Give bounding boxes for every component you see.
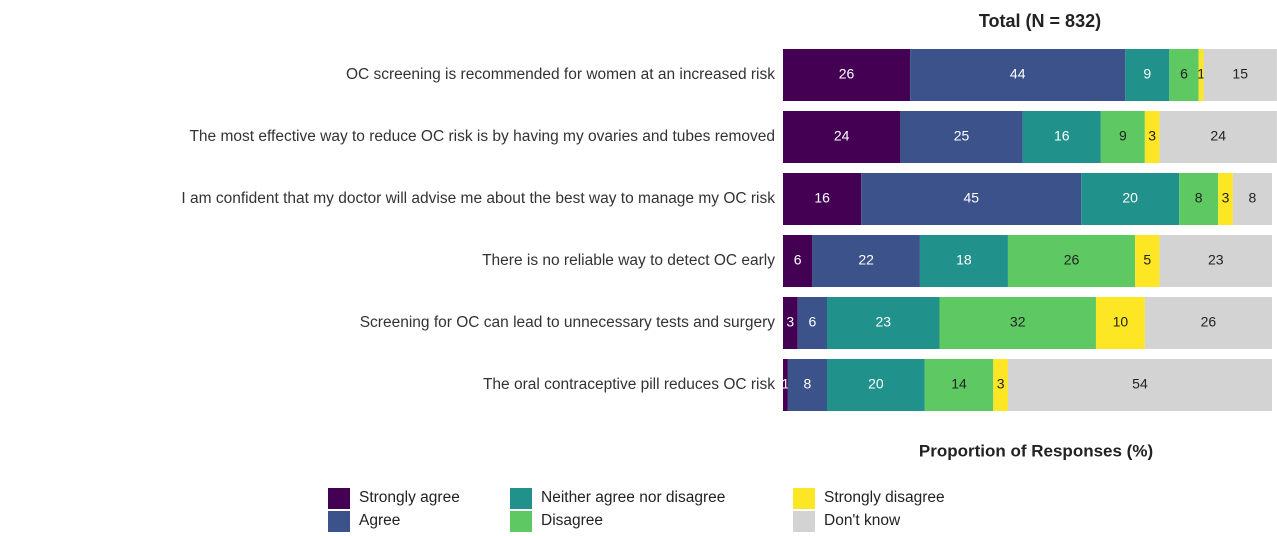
- data-label: 8: [1249, 190, 1257, 206]
- data-label: 26: [1201, 314, 1217, 330]
- bar-segment: [1135, 235, 1160, 287]
- data-label: 24: [834, 128, 850, 144]
- bar-segment: [812, 235, 920, 287]
- data-label: 20: [868, 376, 884, 392]
- legend-swatch: [510, 511, 532, 532]
- bar-segment: [1081, 173, 1180, 225]
- data-label: 8: [1195, 190, 1203, 206]
- data-label: 9: [1143, 66, 1151, 82]
- legend-label: Disagree: [541, 512, 603, 529]
- bar-segment: [783, 173, 862, 225]
- bar-segment: [900, 111, 1023, 163]
- bar-segment: [1095, 297, 1145, 349]
- legend-label: Strongly agree: [359, 489, 460, 506]
- data-label: 3: [997, 376, 1005, 392]
- data-label: 32: [1010, 314, 1026, 330]
- data-label: 14: [951, 376, 967, 392]
- data-label: 3: [786, 314, 794, 330]
- bar-segment: [1100, 111, 1145, 163]
- data-label: 6: [808, 314, 816, 330]
- legend-swatch: [328, 488, 350, 509]
- data-label: 1: [1197, 66, 1205, 82]
- bar-segment: [1007, 359, 1272, 411]
- data-label: 26: [839, 66, 855, 82]
- legend-swatch: [793, 488, 815, 509]
- bar-segment: [1179, 173, 1219, 225]
- data-label: 3: [1222, 190, 1230, 206]
- bar-segment: [1203, 49, 1277, 101]
- bar-segment: [783, 49, 911, 101]
- bar-segment: [910, 49, 1126, 101]
- bar-segment: [783, 111, 901, 163]
- data-label: 8: [804, 376, 812, 392]
- legend-label: Strongly disagree: [824, 489, 945, 506]
- legend-label: Neither agree nor disagree: [541, 489, 725, 506]
- category-label: OC screening is recommended for women at…: [346, 66, 775, 83]
- data-label: 24: [1210, 128, 1226, 144]
- legend-label: Don't know: [824, 512, 901, 529]
- data-label: 23: [1208, 252, 1224, 268]
- x-axis-label: Proportion of Responses (%): [919, 441, 1153, 460]
- data-label: 16: [1054, 128, 1070, 144]
- bar-segment: [1169, 49, 1199, 101]
- bar-segment: [993, 359, 1008, 411]
- data-label: 44: [1010, 66, 1026, 82]
- bar-segment: [1218, 173, 1233, 225]
- data-label: 26: [1064, 252, 1080, 268]
- category-label: I am confident that my doctor will advis…: [181, 190, 775, 207]
- data-label: 54: [1132, 376, 1148, 392]
- chart-title: Total (N = 832): [979, 11, 1101, 31]
- data-label: 6: [794, 252, 802, 268]
- data-label: 15: [1232, 66, 1248, 82]
- bar-segment: [919, 235, 1008, 287]
- category-label: The most effective way to reduce OC risk…: [189, 128, 775, 145]
- category-label: The oral contraceptive pill reduces OC r…: [483, 376, 775, 393]
- data-label: 16: [814, 190, 830, 206]
- data-label: 45: [963, 190, 979, 206]
- legend-swatch: [510, 488, 532, 509]
- bar-segment: [1144, 111, 1160, 163]
- bar-segment: [861, 173, 1082, 225]
- data-label: 1: [782, 376, 790, 392]
- data-label: 23: [875, 314, 891, 330]
- data-label: 6: [1180, 66, 1188, 82]
- bar-segment: [797, 297, 828, 349]
- category-label: Screening for OC can lead to unnecessary…: [360, 314, 776, 331]
- bar-segment: [787, 359, 828, 411]
- data-label: 10: [1113, 314, 1129, 330]
- bar-segment: [1144, 297, 1272, 349]
- bar-segment: [1159, 111, 1277, 163]
- legend-label: Agree: [359, 512, 400, 529]
- bar-segment: [783, 297, 798, 349]
- data-label: 20: [1122, 190, 1138, 206]
- legend-swatch: [328, 511, 350, 532]
- data-label: 22: [858, 252, 874, 268]
- bar-segment: [827, 359, 925, 411]
- data-label: 9: [1119, 128, 1127, 144]
- bar-segment: [1022, 111, 1101, 163]
- bar-segment: [939, 297, 1096, 349]
- data-label: 3: [1148, 128, 1156, 144]
- bar-segment: [1198, 49, 1204, 101]
- data-label: 25: [954, 128, 970, 144]
- bar-segment: [783, 235, 813, 287]
- bar-segment: [1007, 235, 1136, 287]
- bar-segment: [1125, 49, 1170, 101]
- bar-segment: [924, 359, 994, 411]
- legend-swatch: [793, 511, 815, 532]
- category-label: There is no reliable way to detect OC ea…: [482, 252, 775, 269]
- data-label: 18: [956, 252, 972, 268]
- bar-segment: [1159, 235, 1272, 287]
- data-label: 5: [1143, 252, 1151, 268]
- bar-segment: [783, 359, 788, 411]
- bar-segment: [827, 297, 940, 349]
- bar-segment: [1232, 173, 1272, 225]
